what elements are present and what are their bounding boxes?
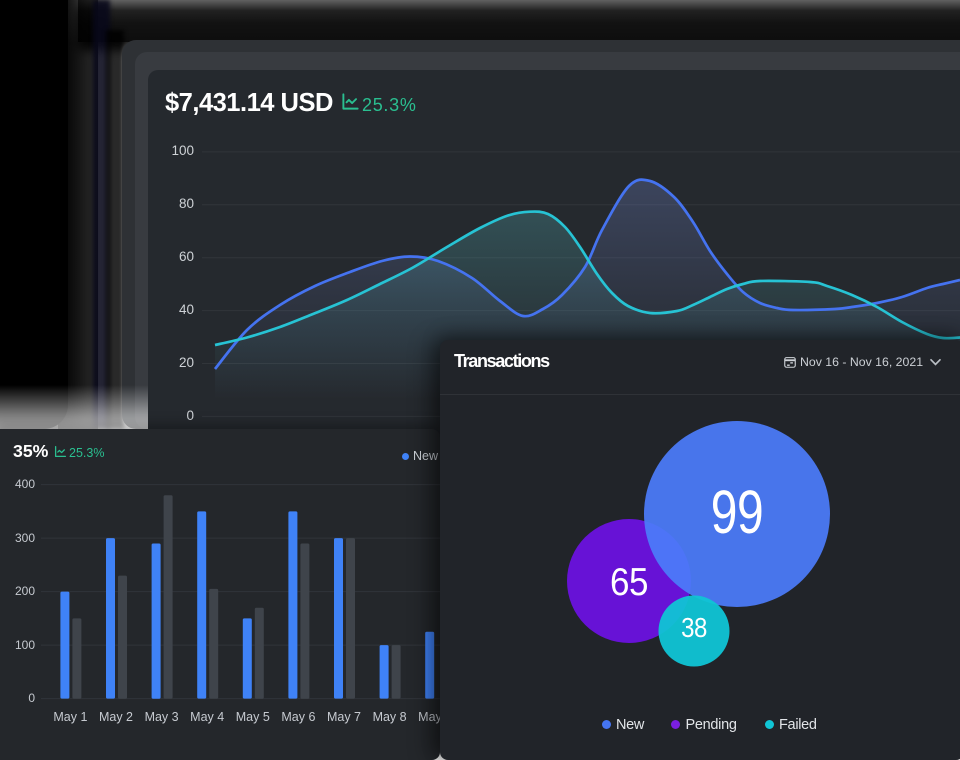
svg-text:65: 65 bbox=[610, 560, 648, 603]
svg-text:99: 99 bbox=[711, 477, 763, 546]
svg-text:38: 38 bbox=[681, 614, 707, 644]
